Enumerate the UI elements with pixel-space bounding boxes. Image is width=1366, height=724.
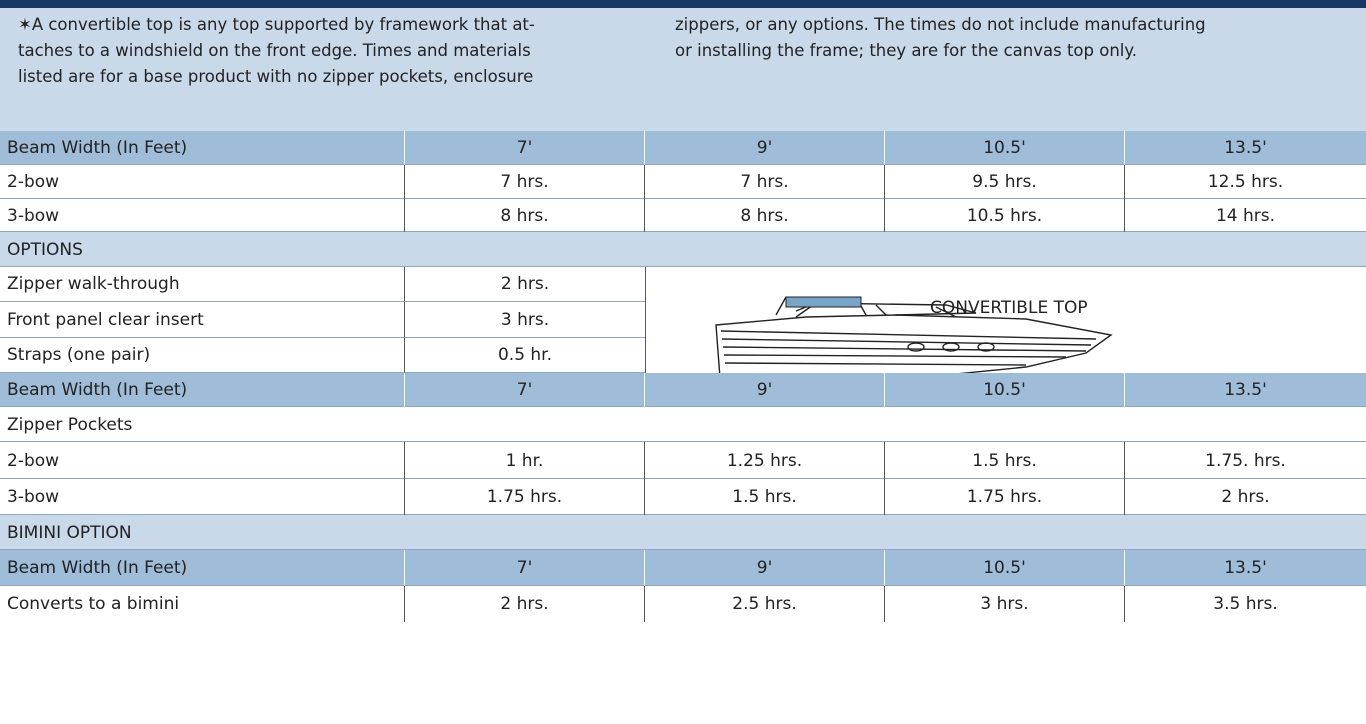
header-cell: Beam Width (In Feet) [0, 373, 405, 407]
note-line: or installing the frame; they are for th… [675, 41, 1138, 60]
row [0, 479, 1366, 515]
header-cell: 7' [405, 373, 645, 407]
table-cell: 2 hrs. [405, 586, 645, 622]
table-cell: 3-bow [0, 199, 405, 232]
table-cell: 2.5 hrs. [645, 586, 885, 622]
table-cell: 8 hrs. [645, 199, 885, 232]
row [0, 232, 1366, 267]
table-cell: 2 hrs. [405, 267, 645, 302]
table-cell: 10.5 hrs. [885, 199, 1125, 232]
header-cell: 9' [645, 550, 885, 586]
table-cell: 3-bow [0, 479, 405, 515]
table-cell: 1.5 hrs. [645, 479, 885, 515]
table-cell: 1.75 hrs. [405, 479, 645, 515]
header-cell: 13.5' [1224, 380, 1267, 400]
table-cell: 0.5 hr. [405, 338, 645, 373]
row [0, 302, 1366, 338]
table-cell: 2-bow [0, 165, 405, 199]
header-cell: 10.5' [885, 131, 1125, 165]
table-cell: 12.5 hrs. [1207, 172, 1284, 192]
table-cell: 3 hrs. [405, 302, 645, 338]
table-cell: BIMINI OPTION [7, 522, 132, 543]
header-cell: 7' [405, 131, 645, 165]
header-cell: 10.5' [885, 550, 1125, 586]
table-cell: Zipper walk-through [0, 267, 405, 302]
table-cell: 1.25 hrs. [645, 442, 885, 479]
row [0, 131, 1366, 165]
table-cell: 2 hrs. [1221, 487, 1270, 507]
row [0, 373, 1366, 407]
table-cell: OPTIONS [7, 239, 83, 260]
note-line: ✶A convertible top is any top supported … [18, 15, 535, 34]
note-line: zippers, or any options. The times do no… [675, 15, 1206, 34]
table-cell: 7 hrs. [645, 165, 885, 199]
table-cell: 1.75. hrs. [1205, 450, 1286, 471]
table-cell: 7 hrs. [405, 165, 645, 199]
table-cell: 8 hrs. [405, 199, 645, 232]
header-cell: 13.5' [1224, 558, 1267, 578]
row [0, 586, 1366, 622]
header-cell: 10.5' [885, 373, 1125, 407]
row [0, 442, 1366, 479]
table-cell: 3.5 hrs. [1213, 594, 1278, 614]
header-cell: 13.5' [1224, 138, 1267, 158]
header-cell: 9' [645, 131, 885, 165]
row [0, 550, 1366, 586]
table-cell: Zipper Pockets [7, 414, 133, 435]
row [0, 515, 1366, 550]
table-cell: 1.5 hrs. [885, 442, 1125, 479]
row [0, 338, 1366, 373]
table-cell: 3 hrs. [885, 586, 1125, 622]
table-cell: 1.75 hrs. [885, 479, 1125, 515]
header-cell: Beam Width (In Feet) [0, 131, 405, 165]
illustration [645, 267, 1366, 392]
header-cell: Beam Width (In Feet) [0, 550, 405, 586]
note-box [0, 8, 1366, 131]
boat-drawing [715, 296, 1113, 392]
table-cell: Front panel clear insert [0, 302, 405, 338]
row [0, 199, 1366, 232]
header-cell: 9' [645, 373, 885, 407]
header-cell: 7' [405, 550, 645, 586]
table-cell: Converts to a bimini [0, 586, 405, 622]
note-line: taches to a windshield on the front edge… [18, 41, 531, 60]
image-caption: CONVERTIBLE TOP [930, 298, 1088, 318]
row [0, 407, 1366, 442]
table-cell: 14 hrs. [1215, 205, 1276, 226]
table-cell: 2-bow [0, 442, 405, 479]
table-cell: 9.5 hrs. [885, 165, 1125, 199]
top-bar [0, 0, 1366, 8]
table-cell: 1 hr. [405, 442, 645, 479]
table-cell: Straps (one pair) [0, 338, 405, 373]
row [0, 165, 1366, 199]
note-line: listed are for a base product with no zi… [18, 67, 534, 86]
row [0, 267, 1366, 302]
